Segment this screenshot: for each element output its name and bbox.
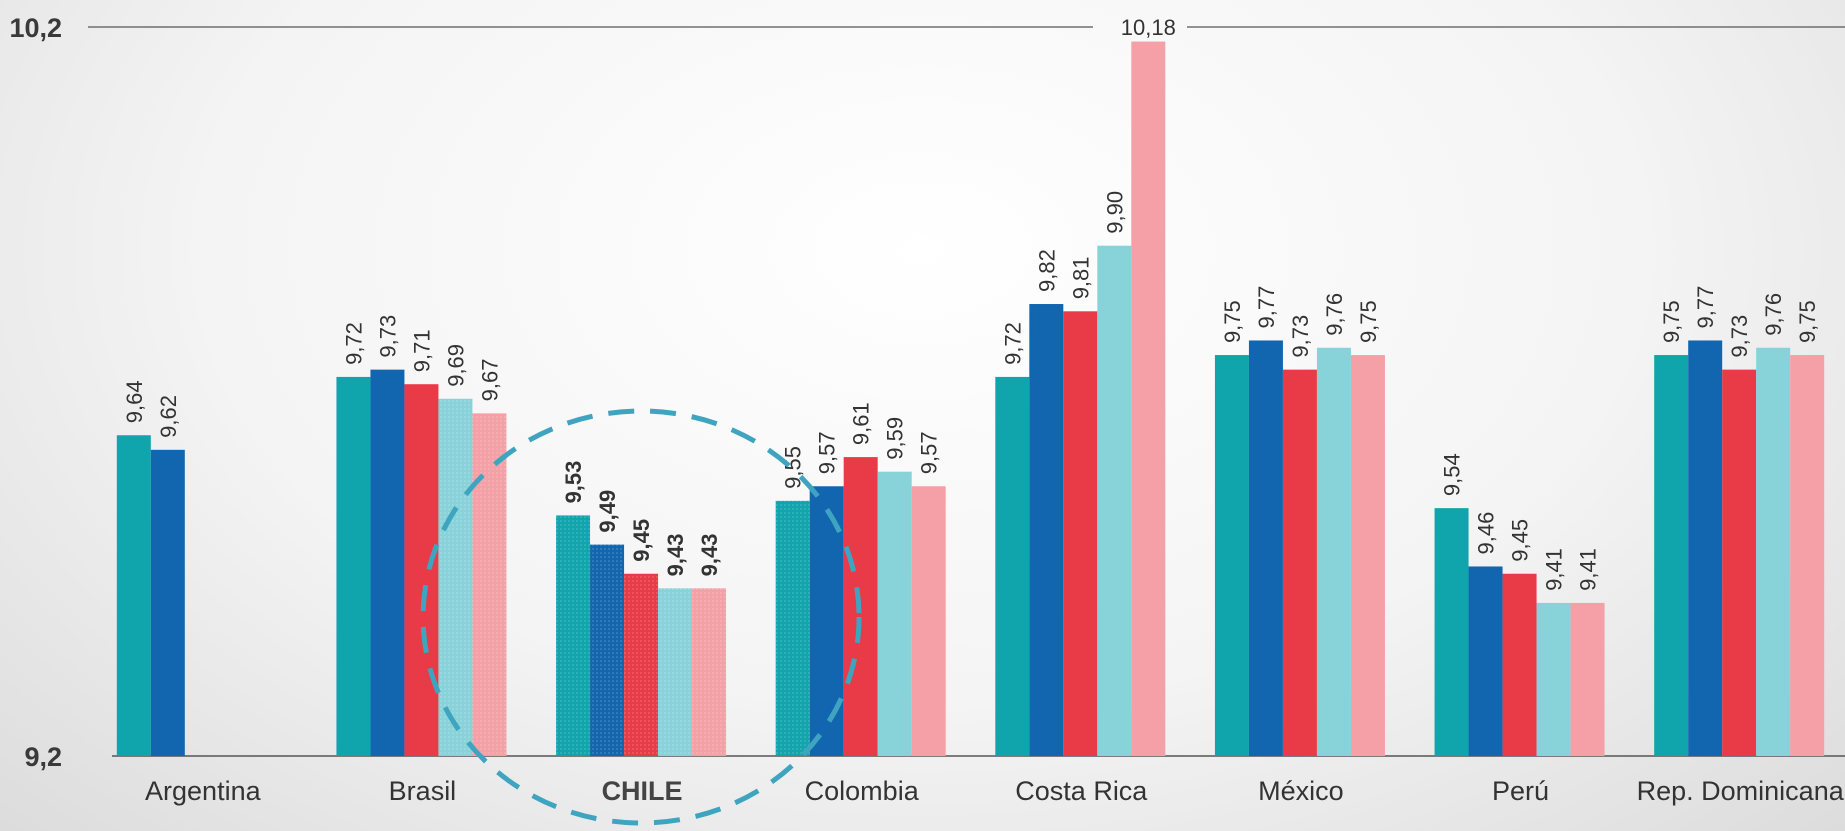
category-label: Colombia	[805, 776, 920, 806]
category-label: Brasil	[389, 776, 457, 806]
bar-texture	[556, 515, 591, 756]
data-label: 9,41	[1576, 548, 1601, 591]
y-tick-label: 10,2	[9, 13, 62, 43]
data-label: 9,69	[443, 344, 468, 387]
data-label: 9,43	[663, 534, 688, 577]
data-label: 9,41	[1542, 548, 1567, 591]
data-label: 9,53	[561, 461, 586, 504]
bar-texture	[775, 500, 810, 756]
bar	[1722, 369, 1757, 756]
data-label: 9,75	[1795, 300, 1820, 343]
bar	[150, 449, 185, 756]
data-label: 9,57	[815, 431, 840, 474]
data-label: 9,73	[1727, 315, 1752, 358]
data-label: 9,75	[1220, 300, 1245, 343]
category-label: Argentina	[145, 776, 262, 806]
data-label: 9,67	[477, 359, 502, 402]
bar	[1282, 369, 1317, 756]
category-label: México	[1258, 776, 1344, 806]
data-label: 9,64	[122, 380, 147, 423]
data-label: 9,73	[375, 315, 400, 358]
bar	[1434, 508, 1469, 756]
bar	[1214, 355, 1249, 756]
bar	[116, 435, 151, 756]
y-tick-label: 9,2	[24, 742, 62, 772]
category-label: Perú	[1492, 776, 1549, 806]
data-label: 9,62	[156, 395, 181, 438]
category-label: CHILE	[602, 776, 683, 806]
bar	[404, 384, 439, 756]
highlight-ring	[420, 408, 862, 826]
bar	[1688, 340, 1723, 756]
bar	[336, 376, 371, 756]
category-label: Rep. Dominicana	[1637, 776, 1845, 806]
bar	[1468, 566, 1503, 756]
data-label: 9,45	[1508, 519, 1533, 562]
bar	[1248, 340, 1283, 756]
data-label: 9,81	[1068, 256, 1093, 299]
bar	[1570, 602, 1605, 756]
bar	[1316, 347, 1351, 756]
data-label: 9,55	[781, 446, 806, 489]
bar-texture	[692, 588, 727, 756]
data-label: 9,43	[697, 534, 722, 577]
data-label: 10,18	[1121, 15, 1176, 40]
bar	[370, 369, 405, 756]
bar	[911, 486, 946, 756]
bar-texture	[438, 398, 473, 756]
data-label: 9,54	[1440, 453, 1465, 496]
bar-texture	[590, 544, 625, 756]
data-label: 9,77	[1254, 286, 1279, 329]
bar	[877, 471, 912, 756]
data-label: 9,59	[883, 417, 908, 460]
data-label: 9,76	[1322, 293, 1347, 336]
bar	[1029, 304, 1064, 756]
data-label: 9,72	[341, 322, 366, 365]
data-label: 9,45	[629, 519, 654, 562]
data-label: 9,75	[1356, 300, 1381, 343]
data-label: 9,49	[595, 490, 620, 533]
bar-texture	[472, 413, 507, 756]
bar	[1131, 41, 1166, 756]
data-label: 9,82	[1034, 249, 1059, 292]
data-label: 9,73	[1288, 315, 1313, 358]
data-label: 9,57	[917, 431, 942, 474]
bar-texture	[658, 588, 693, 756]
data-label: 9,75	[1659, 300, 1684, 343]
bar	[1790, 355, 1825, 756]
category-label: Costa Rica	[1015, 776, 1148, 806]
data-label: 9,72	[1000, 322, 1025, 365]
data-label: 9,71	[409, 329, 434, 372]
bar	[1097, 245, 1132, 756]
data-label: 9,77	[1693, 286, 1718, 329]
data-label: 9,90	[1102, 191, 1127, 234]
bar-texture	[624, 573, 659, 756]
bar	[1654, 355, 1689, 756]
bar	[995, 376, 1030, 756]
bar	[1502, 573, 1537, 756]
bar	[1756, 347, 1791, 756]
bar	[1536, 602, 1571, 756]
data-label: 9,46	[1474, 512, 1499, 555]
data-label: 9,61	[849, 402, 874, 445]
data-label: 9,76	[1761, 293, 1786, 336]
bar	[1350, 355, 1385, 756]
bar	[1063, 311, 1098, 756]
